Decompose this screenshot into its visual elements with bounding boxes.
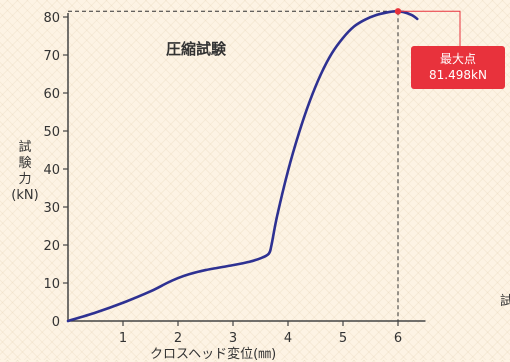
callout-label: 最大点: [439, 52, 476, 66]
y-axis-label-unit: (kN): [11, 188, 39, 203]
x-tick-label-3: 3: [229, 331, 237, 346]
x-tick-label-5: 5: [339, 331, 347, 346]
callout-value: 81.498kN: [429, 68, 487, 82]
y-tick-label-0: 0: [52, 315, 60, 330]
x-axis-label: クロスヘッド変位(㎜): [150, 347, 277, 362]
x-tick-label-2: 2: [174, 331, 182, 346]
force-displacement-line: [66, 9, 419, 323]
max-point-marker: [394, 8, 402, 15]
callout-leader-line: [398, 10, 461, 46]
max-point-callout: 最大点 81.498kN: [411, 46, 505, 89]
y-tick-label-30: 30: [43, 201, 60, 216]
y-tick-label-20: 20: [43, 239, 60, 254]
y-tick-label-80: 80: [43, 11, 60, 26]
y-axis-label-char-1: 試: [18, 140, 32, 155]
x-tick-label-6: 6: [394, 331, 402, 346]
y-axis-label-char-3: 力: [18, 172, 32, 187]
chart-title: 圧縮試験: [166, 40, 227, 58]
y-tick-label-40: 40: [43, 163, 60, 178]
y-tick-label-10: 10: [43, 277, 60, 292]
y-tick-label-50: 50: [43, 125, 60, 140]
y-tick-label-70: 70: [43, 49, 60, 64]
cropped-text: 試: [500, 294, 510, 309]
y-axis-label: 試 験 力 (kN): [8, 140, 42, 204]
y-axis-label-char-2: 験: [18, 156, 32, 171]
x-tick-label-4: 4: [284, 331, 292, 346]
y-tick-label-60: 60: [43, 87, 60, 102]
x-tick-label-1: 1: [119, 331, 127, 346]
